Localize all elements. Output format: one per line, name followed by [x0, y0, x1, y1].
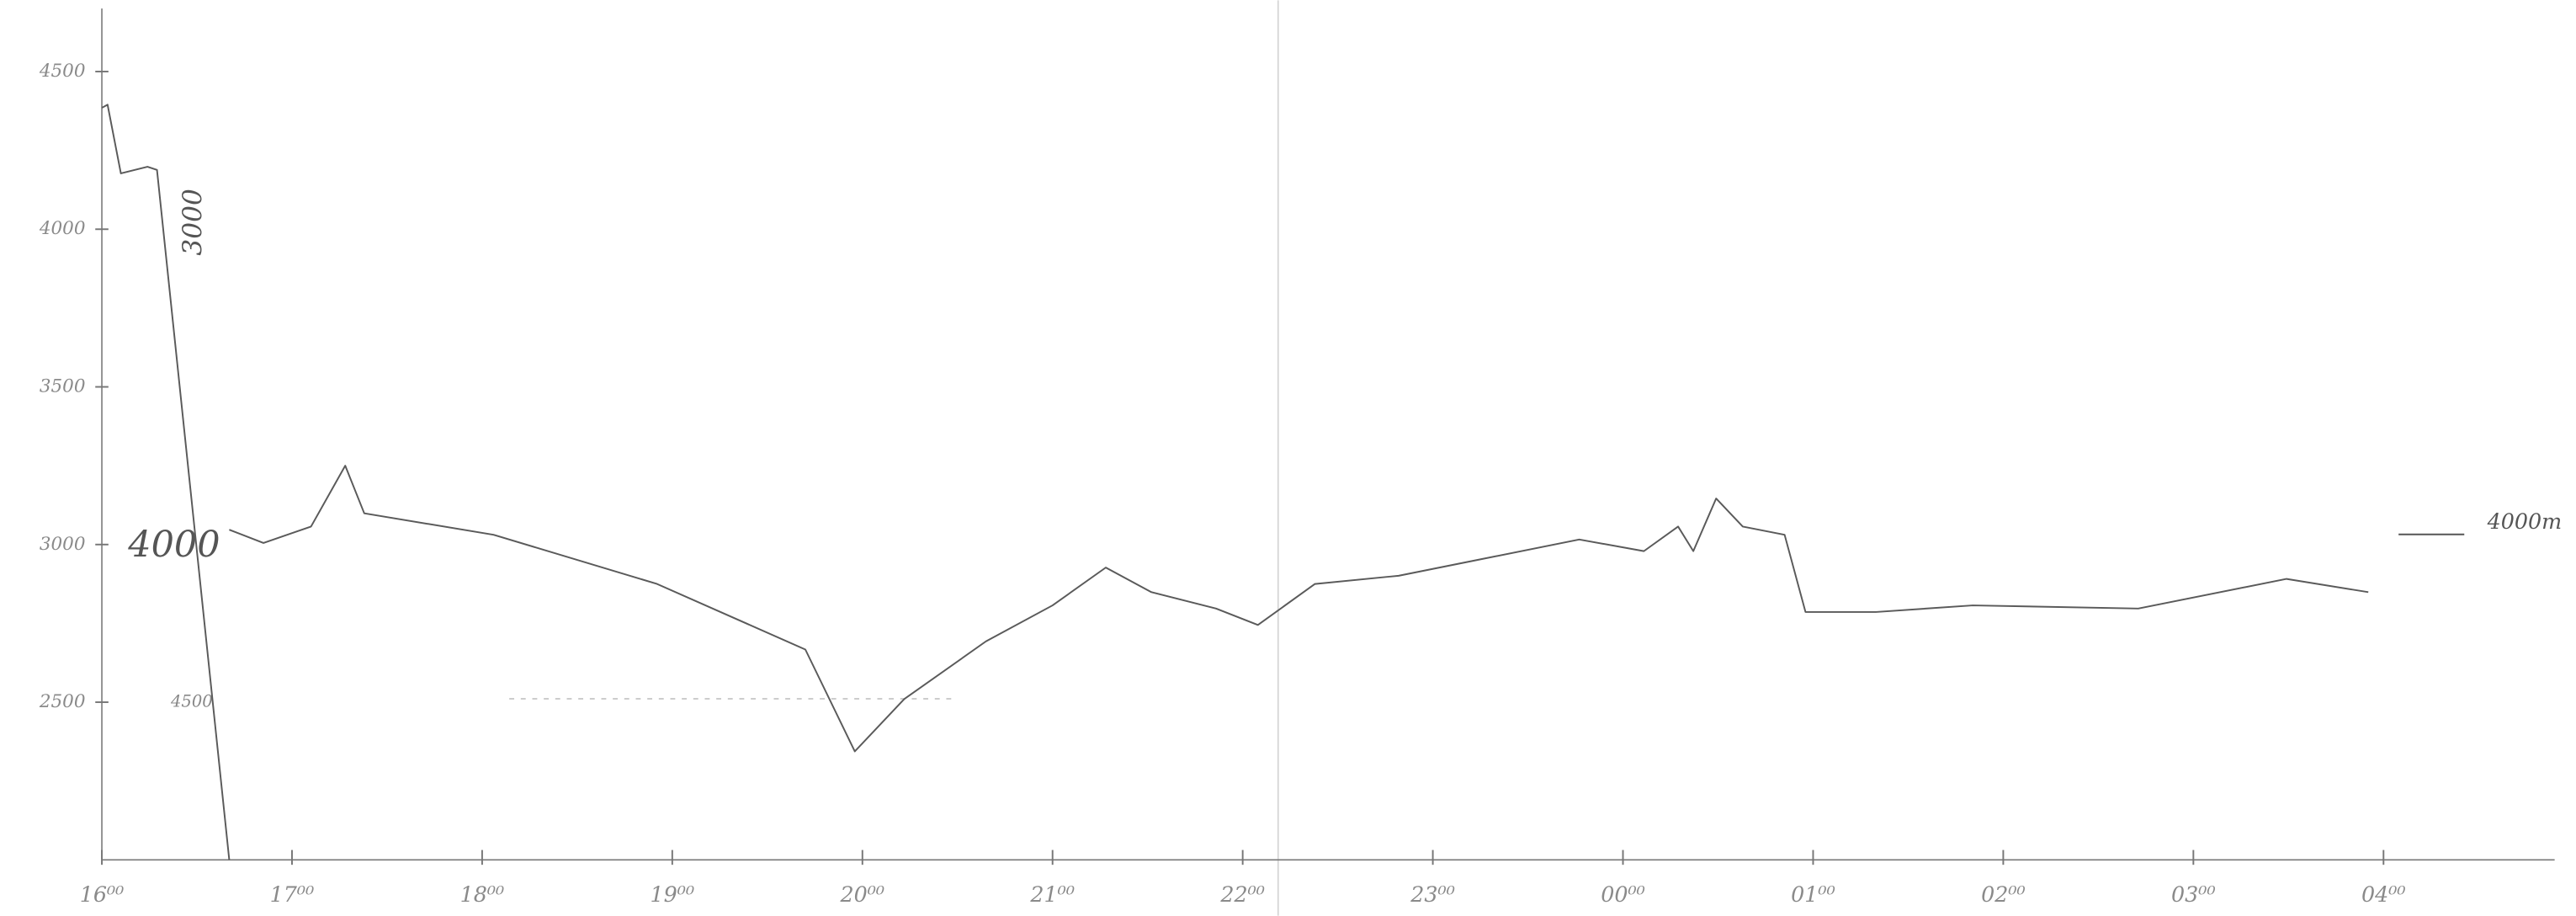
annotation: 3000	[178, 189, 208, 255]
x-tick-label: 20⁰⁰	[839, 881, 884, 907]
x-tick-label: 22⁰⁰	[1219, 881, 1265, 907]
x-tick-label: 01⁰⁰	[1791, 881, 1835, 907]
x-tick-label: 19⁰⁰	[651, 881, 695, 907]
x-tick-label: 04⁰⁰	[2361, 881, 2406, 907]
y-tick-label: 3000	[40, 534, 86, 555]
annotation: 4500	[170, 691, 213, 711]
x-tick-label: 21⁰⁰	[1029, 881, 1075, 907]
data-line	[101, 104, 231, 860]
data-line	[229, 465, 2369, 753]
y-tick-label: 4500	[39, 61, 86, 82]
x-tick-label: 02⁰⁰	[1981, 881, 2026, 907]
annotation: 4000	[127, 524, 220, 566]
x-tick-label: 00⁰⁰	[1601, 881, 1645, 907]
y-tick-label: 3500	[40, 376, 86, 397]
x-tick-label: 03⁰⁰	[2171, 881, 2216, 907]
x-tick-label: 23⁰⁰	[1410, 881, 1455, 907]
y-tick-label: 2500	[39, 691, 86, 712]
x-tick-label: 17⁰⁰	[270, 881, 315, 907]
x-tick-label: 18⁰⁰	[460, 881, 505, 907]
x-tick-label: 16⁰⁰	[80, 881, 125, 907]
y-tick-label: 4000	[39, 218, 86, 239]
annotation: 4000m	[2487, 509, 2563, 534]
